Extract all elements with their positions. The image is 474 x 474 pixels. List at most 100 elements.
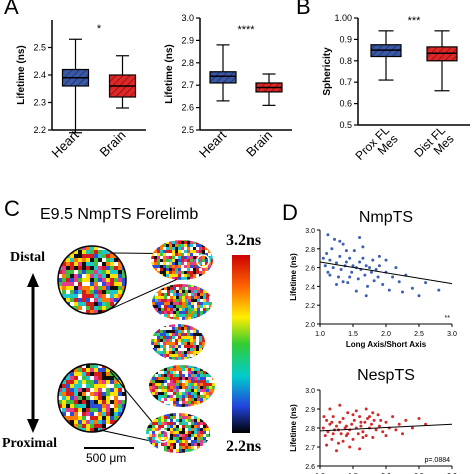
data-point [336, 441, 340, 445]
box-plot-b: 0.5 0.6 0.7 0.8 0.9 1.00 Sphericity Prox FLMes D… [322, 13, 470, 168]
data-point [328, 273, 332, 277]
data-point [404, 418, 408, 422]
data-point [351, 413, 355, 417]
data-point [356, 277, 360, 281]
data-point [352, 249, 356, 253]
data-point [401, 432, 404, 436]
data-point [351, 437, 355, 441]
data-point [371, 258, 375, 262]
data-point [338, 403, 342, 407]
data-point [371, 436, 375, 439]
y-tick-label: 2.5 [181, 125, 194, 135]
data-point [359, 420, 363, 424]
data-point [397, 280, 401, 284]
x-tick-label: 1.0 [315, 331, 325, 338]
y-tick-label: 2.2 [33, 125, 46, 135]
y-tick-label: 2.6 [181, 103, 194, 113]
data-point [350, 422, 354, 426]
data-point [369, 270, 373, 274]
category-label: Dist FLMes [411, 123, 456, 168]
significance-marker: * [97, 23, 102, 35]
data-point [348, 256, 352, 260]
significance-marker: *** [408, 15, 422, 27]
data-point [364, 434, 368, 438]
data-point [363, 420, 367, 424]
data-point [377, 254, 381, 258]
proximal-label: Proximal [2, 436, 57, 451]
significance-marker: **** [237, 24, 255, 36]
data-point [354, 289, 358, 293]
x-tick-label: 3.0 [447, 331, 457, 338]
data-point [424, 281, 428, 285]
data-point [341, 242, 345, 246]
tissue-sections [146, 240, 215, 453]
data-point [328, 407, 332, 411]
data-point [344, 260, 348, 264]
data-point [339, 432, 343, 436]
scatter-nmpts: NmpTS 2.0 2.2 2.4 2.6 2.8 3.0 1.0 1.5 2.0 2.5 3.0 Li… [289, 209, 457, 349]
y-axis-label: Lifetime (ns) [289, 404, 298, 452]
tissue-section [146, 413, 210, 453]
data-point [348, 445, 352, 449]
data-point [384, 258, 388, 262]
data-point [325, 443, 329, 447]
panel-label-d: D [282, 200, 298, 225]
data-point [376, 275, 380, 279]
y-tick-label: 2.6 [305, 464, 315, 471]
data-point [336, 275, 340, 279]
data-point [346, 432, 350, 436]
data-point [381, 283, 385, 287]
y-tick-label: 1.00 [334, 13, 352, 23]
data-point [377, 424, 381, 428]
x-axis-label: Long Axis/Short Axis [346, 340, 427, 349]
y-tick-label: 0.8 [339, 56, 352, 66]
data-point [323, 434, 327, 438]
data-point [364, 264, 368, 268]
data-point [352, 418, 356, 422]
data-point [339, 267, 343, 271]
data-point [335, 283, 338, 287]
data-point [364, 407, 368, 411]
data-point [369, 422, 373, 426]
data-point [372, 279, 376, 283]
data-point [354, 409, 358, 413]
data-point [333, 237, 337, 241]
data-point [366, 284, 370, 288]
colorbar-min-label: 2.2ns [226, 438, 262, 455]
scatter-title: NmpTS [359, 209, 413, 226]
y-tick-label: 3.0 [181, 13, 194, 23]
data-point [338, 239, 342, 243]
data-point [326, 233, 330, 237]
data-point [437, 288, 441, 292]
data-point [338, 254, 342, 258]
y-tick-label: 2.8 [181, 58, 194, 68]
data-point [321, 256, 325, 260]
panel-label-c: C [4, 196, 20, 221]
data-point [330, 437, 334, 441]
data-point [424, 422, 428, 426]
data-point [371, 411, 375, 415]
tissue-section [151, 240, 213, 280]
category-label: Brain [97, 128, 129, 160]
y-tick-label: 2.8 [305, 426, 315, 433]
data-point [366, 417, 370, 420]
scale-bar-label: 500 μm [86, 451, 127, 465]
box-plot-a-right: 2.5 2.6 2.7 2.8 2.9 3.0 Lifetime (ns) Heart Brai… [164, 13, 292, 161]
tissue-section [149, 365, 215, 407]
y-tick-label: 3.0 [305, 228, 315, 235]
y-tick-label: 2.9 [181, 35, 194, 45]
data-point [376, 413, 380, 417]
scatter-title: NespTS [357, 367, 415, 384]
data-point [341, 280, 345, 284]
data-point [326, 430, 330, 434]
x-tick-label: 1.5 [348, 331, 358, 338]
data-point [323, 264, 327, 268]
y-tick-label: 2.3 [33, 98, 46, 108]
y-tick-label: 2.4 [33, 70, 46, 80]
y-tick-label: 2.6 [305, 266, 315, 273]
data-point [350, 270, 354, 274]
data-point [344, 249, 348, 253]
data-point [361, 245, 365, 249]
y-axis-label: Lifetime (ns) [16, 45, 27, 104]
